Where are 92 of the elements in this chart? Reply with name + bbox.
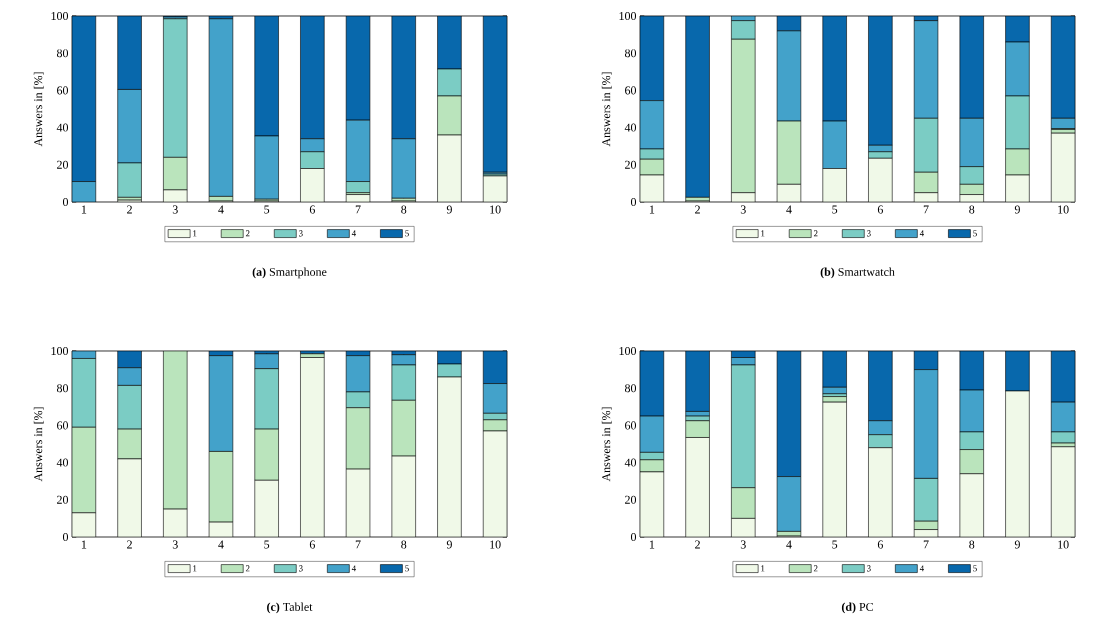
- x-tick-label: 3: [172, 205, 178, 214]
- legend-label: 1: [761, 230, 765, 237]
- y-axis-title: Answers in [%]: [33, 72, 44, 147]
- x-tick-label: 5: [264, 540, 270, 549]
- legend-label: 4: [919, 565, 924, 572]
- x-tick-label: 4: [218, 540, 224, 549]
- legend-label: 4: [351, 565, 356, 572]
- x-tick-label: 10: [490, 205, 501, 214]
- y-tick-label: 40: [56, 123, 69, 132]
- x-tick-label: 8: [969, 540, 975, 549]
- x-tick-label: 4: [786, 205, 792, 214]
- x-tick-label: 7: [923, 205, 929, 214]
- x-tick-label: 9: [1014, 540, 1020, 549]
- y-tick-label: 100: [51, 11, 69, 21]
- y-tick-label: 0: [630, 197, 637, 207]
- x-tick-label: 4: [218, 205, 224, 214]
- y-tick-label: 80: [56, 49, 69, 58]
- legend-label: 2: [813, 565, 818, 572]
- legend-label: 2: [245, 230, 250, 237]
- legend-label: 3: [866, 565, 871, 572]
- x-tick-label: 3: [740, 205, 746, 214]
- y-axis-title: Answers in [%]: [33, 407, 44, 482]
- y-axis-title: Answers in [%]: [601, 72, 612, 147]
- legend-label: 1: [761, 565, 765, 572]
- x-tick-label: 2: [127, 205, 132, 214]
- y-tick-label: 0: [630, 532, 637, 542]
- x-tick-label: 5: [832, 205, 838, 214]
- x-tick-label: 6: [309, 540, 315, 549]
- y-tick-label: 60: [625, 86, 637, 95]
- x-tick-label: 1: [649, 205, 655, 214]
- x-tick-label: 5: [832, 540, 838, 549]
- y-tick-label: 40: [624, 123, 637, 132]
- x-tick-label: 7: [923, 540, 929, 549]
- text: (c) Tablet: [267, 602, 313, 614]
- y-tick-label: 60: [625, 421, 637, 430]
- x-tick-label: 6: [877, 205, 883, 214]
- x-tick-label: 6: [877, 540, 883, 549]
- legend-label: 1: [193, 565, 197, 572]
- y-tick-label: 60: [57, 421, 69, 430]
- legend-label: 4: [351, 230, 356, 237]
- x-tick-label: 3: [740, 540, 746, 549]
- y-tick-label: 20: [57, 160, 69, 169]
- x-tick-label: 10: [1058, 205, 1069, 214]
- x-tick-label: 7: [355, 540, 361, 549]
- x-tick-label: 10: [490, 540, 501, 549]
- y-tick-label: 60: [57, 86, 69, 95]
- legend-label: 5: [973, 230, 977, 237]
- x-tick-label: 9: [446, 540, 452, 549]
- x-tick-label: 8: [401, 205, 407, 214]
- y-tick-label: 80: [56, 384, 69, 393]
- y-tick-label: 100: [619, 11, 637, 21]
- legend-label: 3: [298, 230, 303, 237]
- y-tick-label: 80: [624, 384, 637, 393]
- legend-label: 5: [405, 230, 409, 237]
- legend-label: 2: [245, 565, 250, 572]
- x-tick-label: 4: [786, 540, 792, 549]
- y-tick-label: 20: [625, 160, 637, 169]
- legend-label: 4: [919, 230, 924, 237]
- y-tick-label: 20: [625, 495, 637, 504]
- x-tick-label: 6: [309, 205, 315, 214]
- text: (b) Smartwatch: [820, 267, 895, 279]
- x-tick-label: 3: [172, 540, 178, 549]
- x-tick-label: 7: [355, 205, 361, 214]
- x-tick-label: 2: [127, 540, 132, 549]
- legend-label: 3: [298, 565, 303, 572]
- y-tick-label: 0: [62, 197, 69, 207]
- x-tick-label: 2: [695, 205, 700, 214]
- y-axis-title: Answers in [%]: [601, 407, 612, 482]
- y-tick-label: 0: [62, 532, 69, 542]
- legend-label: 2: [813, 230, 818, 237]
- x-tick-label: 1: [81, 540, 87, 549]
- x-tick-label: 8: [969, 205, 975, 214]
- y-tick-label: 20: [57, 495, 69, 504]
- legend-label: 5: [405, 565, 409, 572]
- y-tick-label: 40: [56, 458, 69, 467]
- x-tick-label: 9: [1014, 205, 1020, 214]
- legend-label: 3: [866, 230, 871, 237]
- y-tick-label: 100: [619, 346, 637, 356]
- y-tick-label: 40: [624, 458, 637, 467]
- y-tick-label: 100: [51, 346, 69, 356]
- y-tick-label: 80: [624, 49, 637, 58]
- legend-label: 5: [973, 565, 977, 572]
- x-tick-label: 9: [446, 205, 452, 214]
- x-tick-label: 5: [264, 205, 270, 214]
- text: (a) Smartphone: [252, 267, 327, 279]
- x-tick-label: 10: [1058, 540, 1069, 549]
- legend-label: 1: [193, 230, 197, 237]
- x-tick-label: 1: [649, 540, 655, 549]
- x-tick-label: 8: [401, 540, 407, 549]
- text: (d) PC: [841, 602, 873, 614]
- x-tick-label: 1: [81, 205, 87, 214]
- x-tick-label: 2: [695, 540, 700, 549]
